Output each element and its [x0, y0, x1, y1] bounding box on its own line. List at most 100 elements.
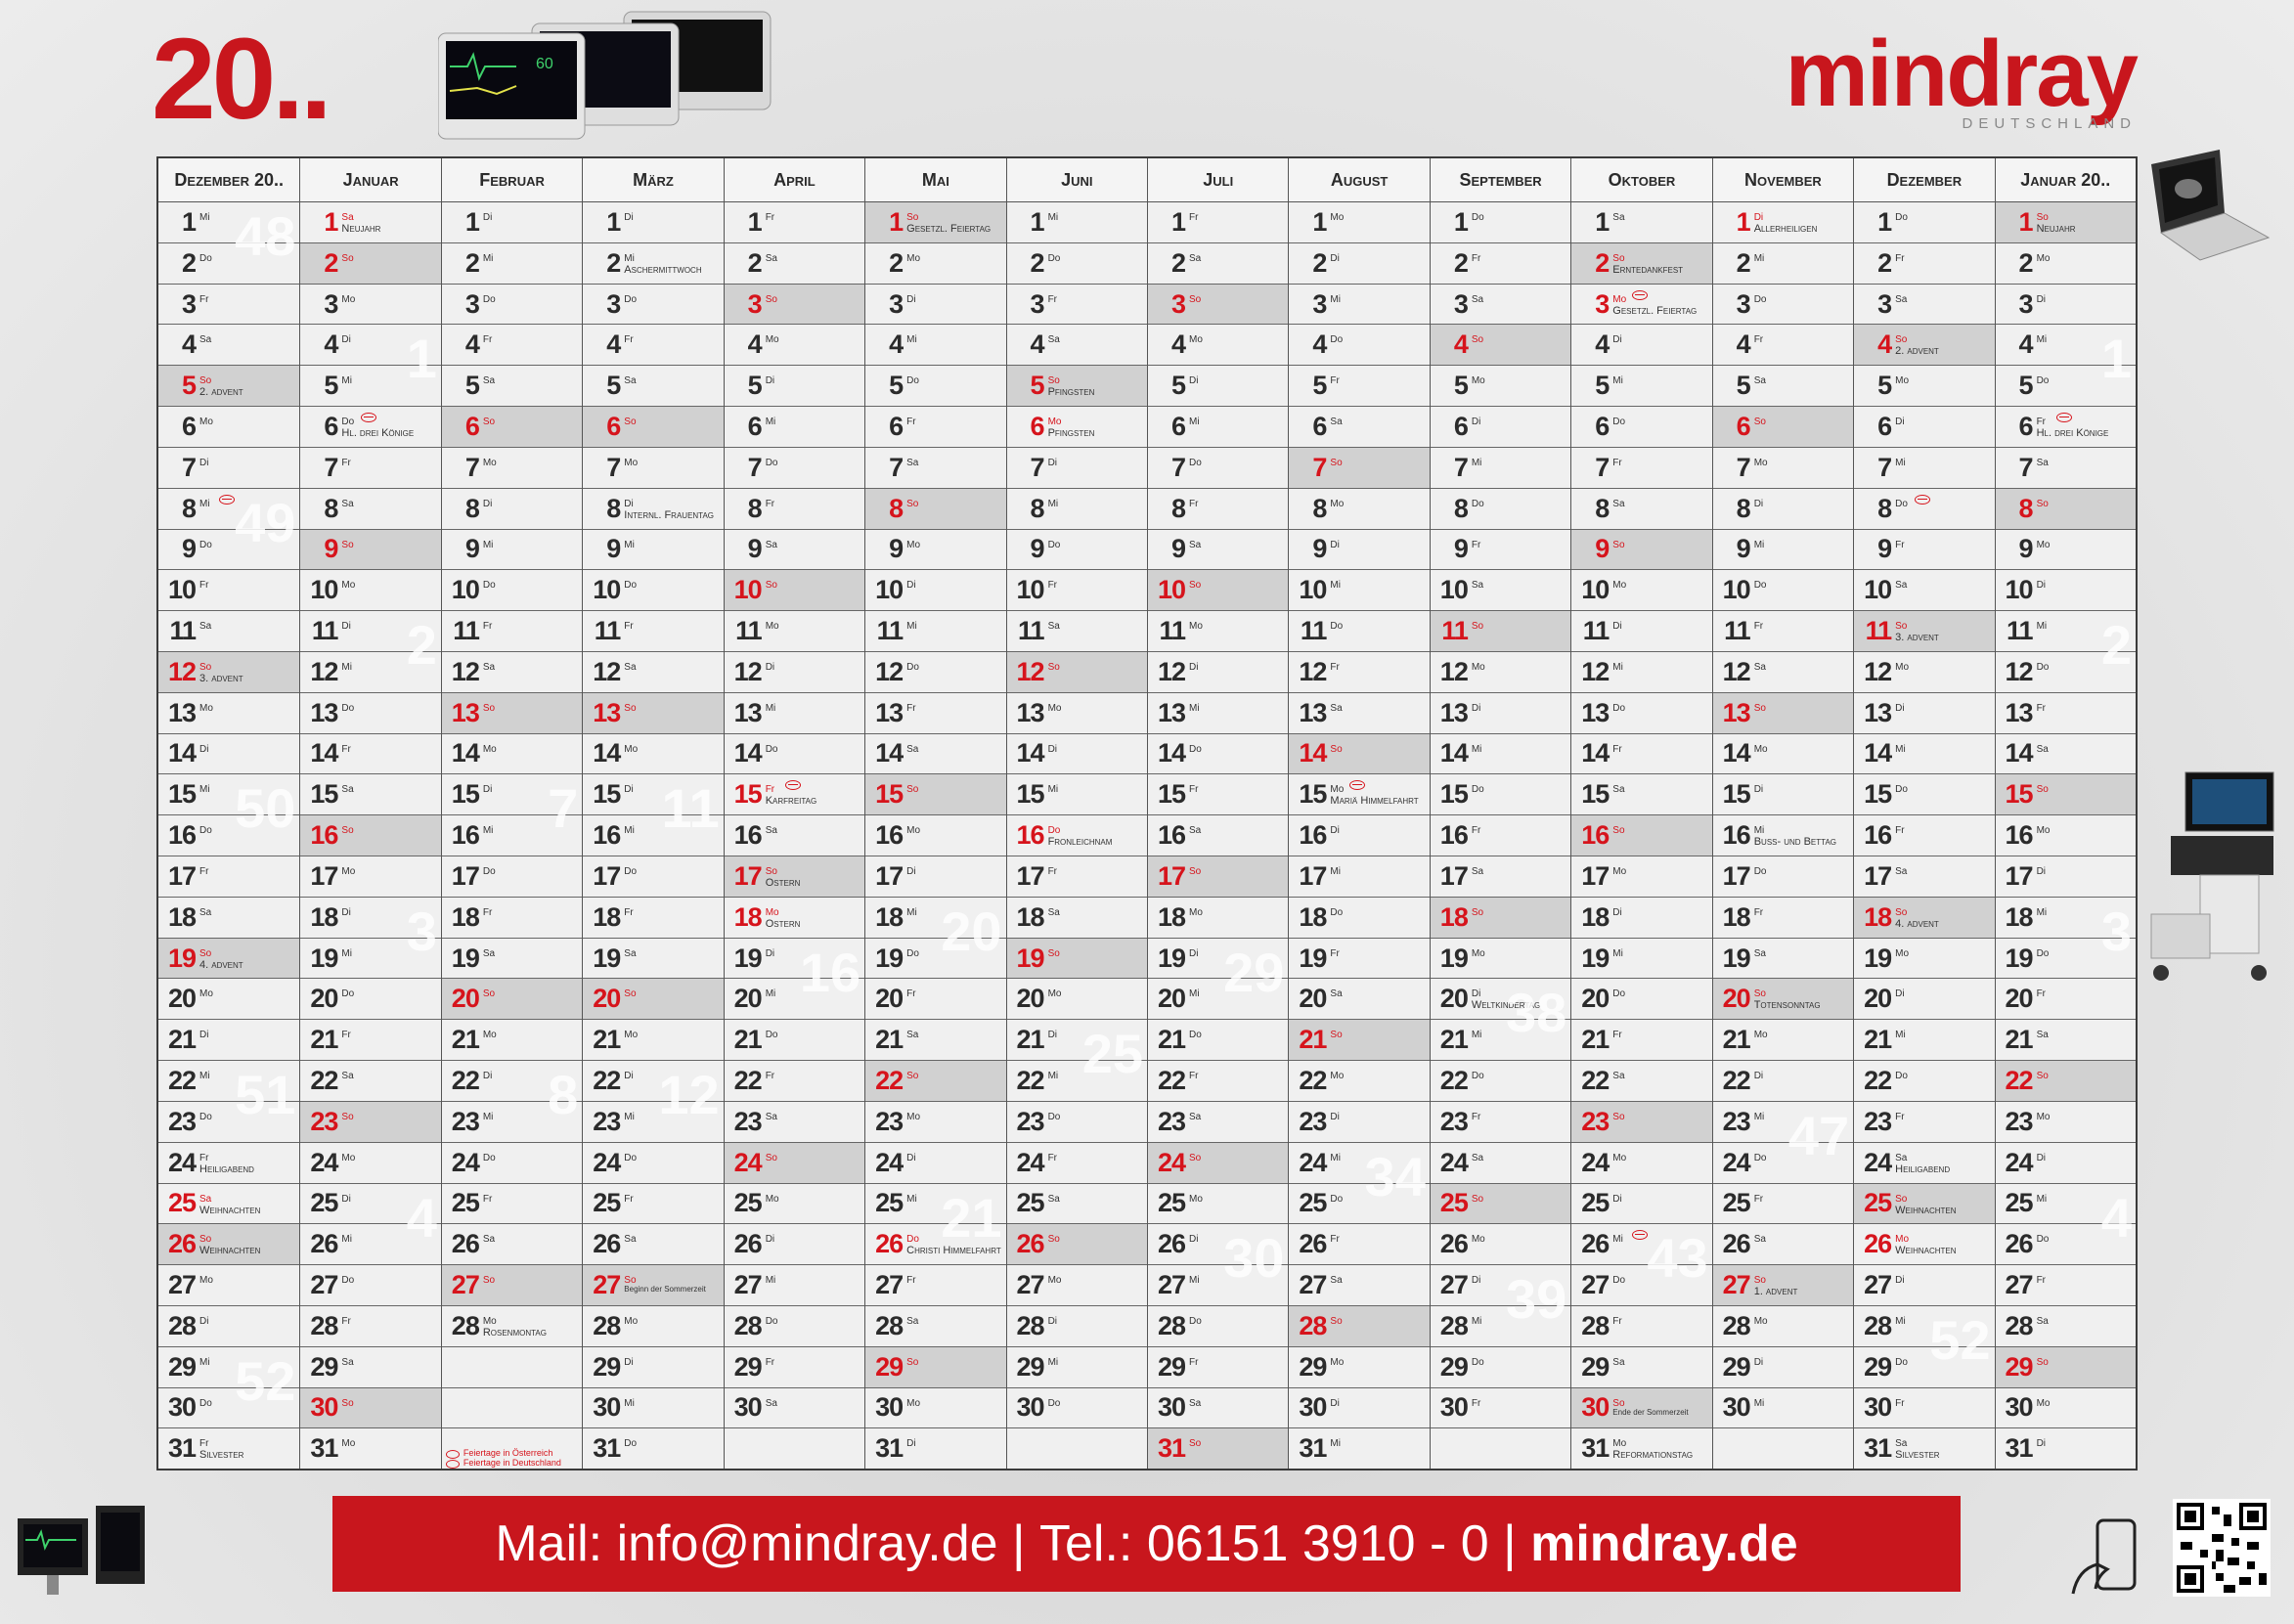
weekday-label: Mi: [483, 540, 494, 550]
day-number: 19: [1438, 944, 1468, 974]
footer-tel[interactable]: Tel.: 06151 3910 - 0: [1039, 1514, 1489, 1573]
weekday-label: So: [1472, 334, 1483, 345]
day-cell: 4 Di: [1571, 325, 1711, 366]
weekday-abbr: Di: [483, 499, 492, 509]
weekday-label: Fr: [199, 580, 208, 591]
qr-code-icon[interactable]: [2173, 1499, 2271, 1597]
day-cell: 22 So: [1996, 1061, 2136, 1102]
weekday-abbr: Fr: [766, 784, 774, 795]
day-cell: 21 Sa: [1996, 1020, 2136, 1061]
day-number: 25: [1579, 1188, 1609, 1218]
day-cell: 27 Do: [1571, 1265, 1711, 1306]
weekday-label: Di: [1754, 1071, 1763, 1081]
weekday-label: Mi: [1895, 744, 1906, 755]
weekday-abbr: Mo: [199, 703, 213, 714]
weekday-abbr: Do: [341, 988, 354, 999]
day-number: 31: [1156, 1433, 1185, 1464]
weekday-label: Di: [1895, 417, 1904, 427]
weekday-abbr: So: [1472, 907, 1483, 918]
weekday-label: Mo: [1472, 375, 1485, 386]
month-header: Juni: [1007, 158, 1147, 202]
day-cell: 26 Mi 43: [1571, 1224, 1711, 1265]
day-number: 12: [732, 657, 762, 687]
weekday-abbr: So: [1612, 1398, 1624, 1409]
weekday-label: Sa: [766, 825, 777, 836]
weekday-abbr: Fr: [1754, 334, 1763, 345]
month-header: November: [1713, 158, 1853, 202]
weekday-label: So: [483, 1275, 495, 1286]
weekday-abbr: Fr: [1612, 1316, 1621, 1327]
weekday-label: Fr: [624, 907, 633, 918]
weekday-label: So: [766, 580, 777, 591]
weekday-abbr: Mi: [1472, 458, 1482, 468]
day-cell: 2 Do: [1007, 243, 1147, 285]
month-column: November 1 Di Allerheiligen 2 Mi 3 Do 4 Fr 5 Sa 6 So 7…: [1712, 158, 1853, 1469]
day-cell: 8 Sa: [300, 489, 440, 530]
weekday-label: Fr Heiligabend: [199, 1153, 254, 1175]
day-cell: 16 So: [1571, 815, 1711, 856]
day-number: 12: [1862, 657, 1891, 687]
day-cell: 27 So Beginn der Sommerzeit: [583, 1265, 723, 1306]
weekday-label: So: [1330, 458, 1342, 468]
day-cell: 25 Fr: [583, 1184, 723, 1225]
weekday-abbr: Fr: [483, 621, 492, 632]
weekday-label: Di: [1048, 1030, 1057, 1040]
weekday-label: Do: [1895, 212, 1908, 223]
weekday-abbr: Mo: [766, 907, 779, 918]
day-number: 29: [166, 1352, 196, 1383]
weekday-abbr: Fr: [199, 580, 208, 591]
weekday-abbr: Mo: [2037, 540, 2051, 550]
footer-website[interactable]: mindray.de: [1530, 1514, 1798, 1573]
day-number: 5: [591, 371, 620, 401]
weekday-abbr: Di: [906, 1438, 915, 1449]
day-cell: 9 Mi: [1713, 530, 1853, 571]
day-cell: 19 Di 16: [725, 939, 864, 980]
day-number: 4: [308, 329, 337, 360]
weekday-label: Do: [1895, 1357, 1908, 1368]
weekday-label: Mi: [766, 417, 776, 427]
day-number: 3: [873, 289, 903, 320]
weekday-label: So Weihnachten: [1895, 1194, 1956, 1216]
day-number: 3: [1015, 289, 1044, 320]
weekday-label: Di: [2037, 294, 2046, 305]
day-number: 21: [1015, 1025, 1044, 1055]
weekday-label: Mi: [341, 375, 352, 386]
weekday-abbr: Di: [1330, 1112, 1339, 1122]
month-column: Januar 20.. 1 So Neujahr 2 Mo 3 Di 4 Mi 1 5 Do 6 Fr Hl.…: [1995, 158, 2136, 1469]
weekday-abbr: Mi: [624, 825, 635, 836]
weekday-abbr: So: [906, 499, 918, 509]
weekday-label: Do: [766, 1030, 778, 1040]
day-number: 9: [1156, 534, 1185, 564]
day-cell: [442, 1388, 582, 1429]
weekday-label: Mi: [1330, 1438, 1341, 1449]
weekday-label: Fr: [906, 1275, 915, 1286]
weekday-abbr: Mi: [199, 784, 210, 795]
weekday-label: So Beginn der Sommerzeit: [624, 1275, 706, 1295]
day-cell: 18 Mo: [1148, 898, 1288, 939]
day-number: 9: [873, 534, 903, 564]
day-number: 19: [732, 944, 762, 974]
weekday-label: Sa: [1472, 294, 1483, 305]
day-number: 24: [450, 1148, 479, 1178]
day-number: 24: [2004, 1148, 2033, 1178]
footer-mail[interactable]: Mail: info@mindray.de: [495, 1514, 997, 1573]
day-number: 30: [2004, 1392, 2033, 1423]
weekday-abbr: Sa: [906, 744, 918, 755]
day-cell: 12 Di: [725, 652, 864, 693]
weekday-label: So 2. advent: [199, 375, 243, 398]
day-number: 23: [1156, 1107, 1185, 1137]
month-column: März 1 Di 2 Mi Aschermittwoch 3 Do 4 Fr 5 Sa 6 So 7 Mo 8…: [582, 158, 723, 1469]
weekday-abbr: Mi: [624, 1112, 635, 1122]
day-number: 19: [1579, 944, 1609, 974]
weekday-abbr: Do: [341, 417, 354, 427]
day-cell: 20 Do: [300, 979, 440, 1020]
day-cell: 9 Fr: [1854, 530, 1994, 571]
weekday-abbr: So: [766, 1153, 777, 1163]
weekday-label: Di: [341, 334, 350, 345]
weekday-abbr: Do: [1330, 334, 1343, 345]
day-cell: 11 Mi: [865, 611, 1005, 652]
day-number: 23: [1015, 1107, 1044, 1137]
weekday-abbr: So: [1330, 458, 1342, 468]
weekday-label: Mo: [1472, 1234, 1485, 1245]
weekday-abbr: Fr: [1472, 1112, 1480, 1122]
